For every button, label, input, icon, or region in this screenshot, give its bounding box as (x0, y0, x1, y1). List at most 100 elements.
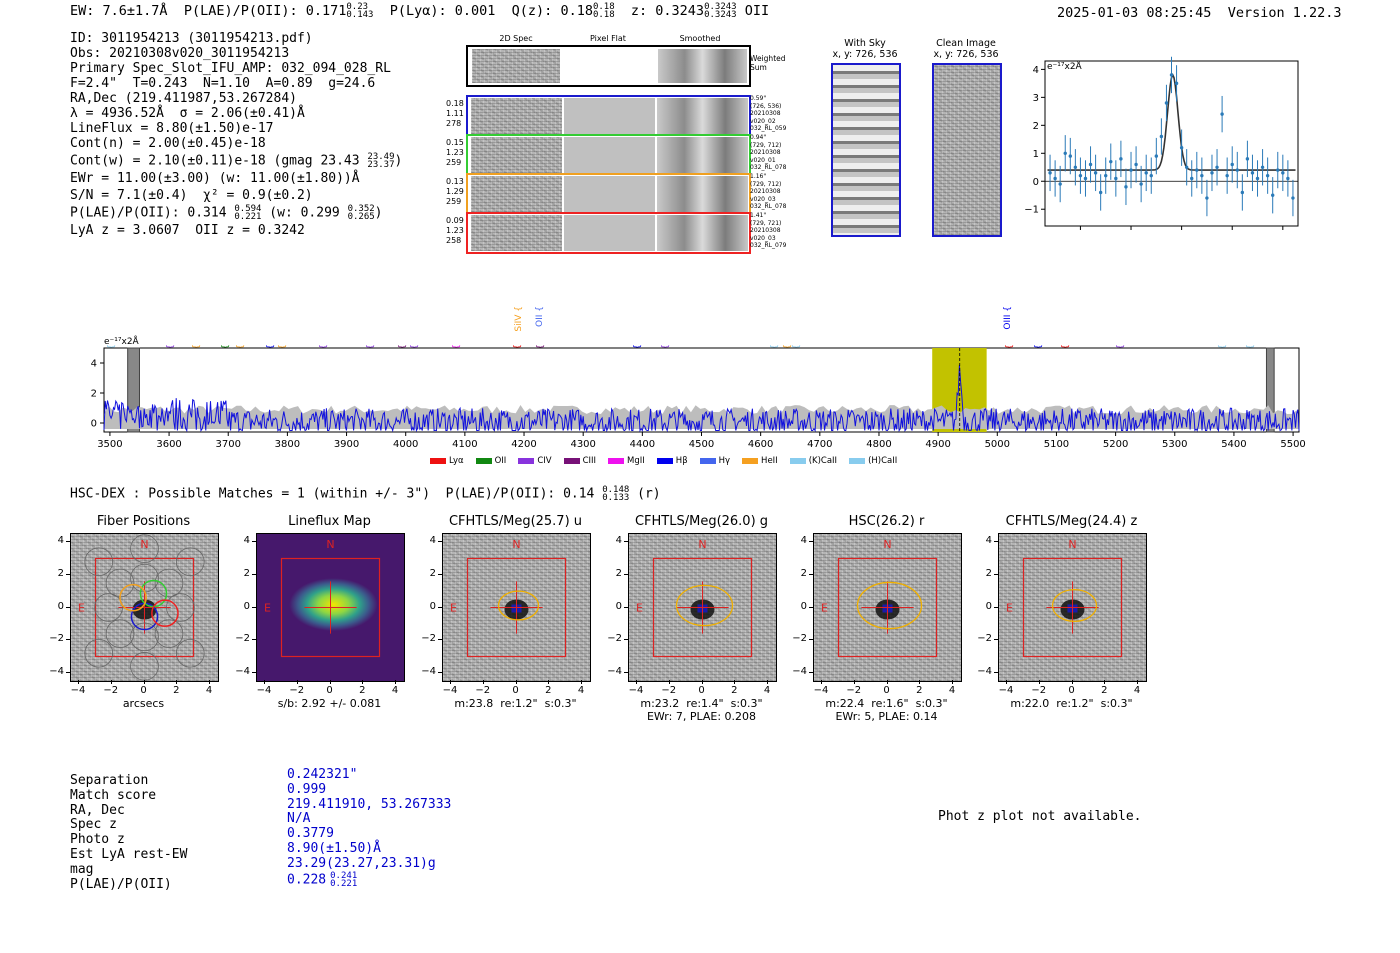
legend-label: CIII (582, 456, 597, 466)
row-side-text: 032_RL_078 (750, 164, 787, 172)
match-value-text: N/A (287, 811, 311, 827)
zoom-point (1129, 168, 1133, 172)
panel-xtick (450, 680, 451, 684)
row-stats: 0.09 1.23 258 (446, 216, 466, 246)
legend-swatch (656, 457, 673, 464)
fiber-circle (105, 619, 135, 648)
cutout-row (466, 134, 751, 176)
info-line: Primary Spec_Slot_IFU_AMP: 032_094_028_R… (70, 61, 391, 76)
zoom-point (1184, 165, 1189, 169)
zoom-xtick-label: 4940 (1169, 234, 1194, 235)
panel-ytick (624, 639, 628, 641)
zoom-point (1058, 182, 1062, 186)
zoom-point (1195, 168, 1199, 172)
zoom-point (1149, 173, 1153, 178)
aperture-box (94, 557, 195, 658)
zoom-ytick-label: 4 (1033, 65, 1039, 76)
info-line: F=2.4" T=0.243 N=1.10 A=0.89 g=24.6 (70, 76, 376, 91)
match-label: RA, Dec (70, 802, 125, 818)
info-line: ID: 3011954213 (3011954213.pdf) (70, 31, 313, 46)
col-smoothed: Smoothed (679, 34, 721, 43)
row-side-text: 20210308 (750, 188, 781, 196)
hsc-title: HSC-DEX : Possible Matches = 1 (within +… (70, 486, 595, 502)
zoom-point (1240, 190, 1245, 195)
panel-xtick-label: 2 (1101, 685, 1108, 696)
zoom-point (1169, 73, 1174, 77)
detection-info: ID: 3011954213 (3011954213.pdf) Obs: 2021… (70, 31, 402, 238)
zoom-ytick-label: 0 (1033, 177, 1039, 188)
zoom-point (1124, 185, 1128, 189)
match-label: Est LyA rest-EW (70, 846, 188, 862)
row-side-text: 032_RL_078 (750, 203, 787, 211)
row-pixel-flat (564, 176, 655, 212)
panel-caption: s/b: 2.92 +/- 0.081 (277, 697, 382, 710)
match-label: Match score (70, 787, 157, 803)
row-side-text: 1.41" (750, 212, 767, 219)
legend-label: Hβ (675, 456, 688, 466)
legend-label: Hγ (718, 456, 731, 466)
row-side-text: 032_RL_079 (750, 242, 787, 250)
panel-ytick-label: 2 (800, 567, 807, 579)
info-line: LineFlux = 8.80(±1.50)e-17 (70, 121, 274, 136)
match-value: 8.90(±1.50)Å (287, 841, 451, 857)
info-plae-w-hi: 0.352 (347, 204, 375, 214)
row-stat: 0.15 (446, 138, 464, 147)
full-xtick-label: 4500 (689, 439, 714, 450)
header-z-lo: 0.3243 (704, 10, 737, 20)
full-xtick-label: 5400 (1221, 439, 1246, 450)
north-marker: N (140, 538, 148, 551)
hsc-dex-summary: HSC-DEX : Possible Matches = 1 (within +… (70, 486, 661, 503)
panel-ytick (809, 573, 813, 575)
east-marker: E (821, 602, 828, 615)
panel-caption: m:23.2 re:1.4" s:0.3" (640, 697, 763, 710)
match-label: P(LAE)/P(OII) (70, 876, 172, 892)
panel-ytick (438, 573, 442, 575)
panel-xtick (886, 680, 888, 684)
panel-ytick (809, 672, 813, 673)
aperture-box (280, 557, 381, 658)
fiber-circle (84, 638, 114, 668)
panel-ytick-label: 0 (57, 600, 64, 612)
panel-xtick (767, 680, 768, 684)
zoom-point (1109, 159, 1113, 164)
match-value: N/A (287, 811, 451, 827)
weighted-sum-label: Weighted Sum (750, 54, 786, 72)
panel-xtick-label: 0 (140, 685, 147, 696)
zoom-point (1286, 176, 1290, 181)
info-cont-w-lo: 23.37 (367, 160, 395, 170)
north-marker: N (512, 538, 520, 551)
zoom-ytick-label: 3 (1033, 93, 1039, 104)
full-xtick-label: 4200 (511, 439, 536, 450)
row-side-text: v020_03 (750, 195, 776, 203)
zoom-xtick-label: 4920 (1118, 234, 1143, 235)
row-side-text: 20210308 (750, 110, 781, 118)
legend-label: (K)CaII (808, 456, 838, 466)
header-qz: Q(z): 0.18 (511, 3, 593, 19)
row-stat: 0.09 (446, 216, 464, 225)
match-values: 0.242321" 0.999 219.411910, 53.267333 N/A 0.… (287, 767, 452, 889)
match-value-text: 219.411910, 53.267333 (287, 796, 452, 812)
legend-label: HeII (761, 456, 778, 466)
full-xtick-label: 5500 (1280, 439, 1305, 450)
row-stat: 1.23 (446, 148, 464, 157)
full-xtick-label: 5300 (1162, 439, 1187, 450)
match-value: 0.999 (287, 782, 451, 798)
info-sn: S/N = 7.1(±0.4) χ² = 0.9(±0.2) (70, 188, 313, 203)
masked-band (127, 347, 140, 433)
panel-xtick-label: 4 (577, 685, 585, 696)
legend-item: CIII (563, 456, 597, 466)
full-xtick-label: 4100 (452, 439, 477, 450)
match-plae-lo: 0.221 (330, 878, 358, 889)
row-stats: 0.13 1.29 259 (446, 177, 466, 207)
match-value: 23.29(23.27,23.31)g (287, 856, 451, 872)
weighted-2d (472, 49, 560, 83)
header-plya: P(Lyα): 0.001 (389, 3, 496, 19)
panel-ytick (252, 541, 256, 542)
panel-xtick-label: −2 (289, 685, 305, 696)
row-2d-spec (471, 215, 562, 251)
panel-ytick (624, 606, 628, 608)
panel-ytick (66, 573, 70, 575)
panel-ytick-label: 2 (57, 567, 64, 579)
